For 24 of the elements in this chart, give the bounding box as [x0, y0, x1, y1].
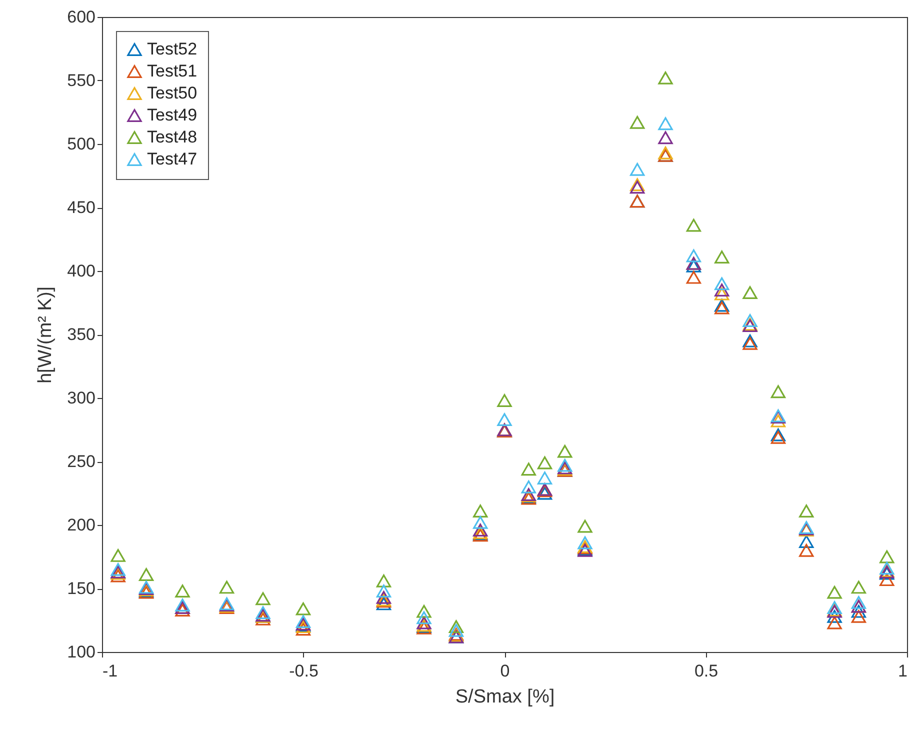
x-axis-title: S/Smax [%]: [455, 686, 555, 708]
legend-label: Test48: [147, 128, 198, 146]
y-tick-label: 150: [67, 579, 96, 598]
legend-label: Test47: [147, 150, 198, 168]
x-tick-label: 0: [500, 662, 510, 680]
y-tick-label: 250: [67, 452, 96, 471]
legend-label: Test52: [147, 40, 198, 58]
x-tick-label: 1: [898, 662, 908, 680]
y-tick-label: 400: [67, 262, 96, 280]
legend-label: Test51: [147, 62, 198, 80]
legend-label: Test50: [147, 84, 198, 102]
x-tick-label: -0.5: [289, 662, 318, 680]
legend-label: Test49: [147, 106, 198, 124]
y-tick-label: 300: [67, 388, 96, 408]
y-tick-label: 200: [67, 516, 96, 534]
x-tick-label: -1: [102, 662, 118, 680]
y-tick-label: 600: [67, 8, 96, 26]
y-tick-label: 100: [67, 642, 96, 662]
x-tick-label: 0.5: [694, 662, 718, 680]
y-axis-title: h[W/(m² K)]: [35, 286, 56, 384]
y-tick-label: 550: [67, 71, 96, 90]
y-tick-label: 350: [67, 325, 96, 344]
y-tick-label: 500: [67, 134, 96, 154]
y-tick-label: 450: [67, 198, 96, 217]
